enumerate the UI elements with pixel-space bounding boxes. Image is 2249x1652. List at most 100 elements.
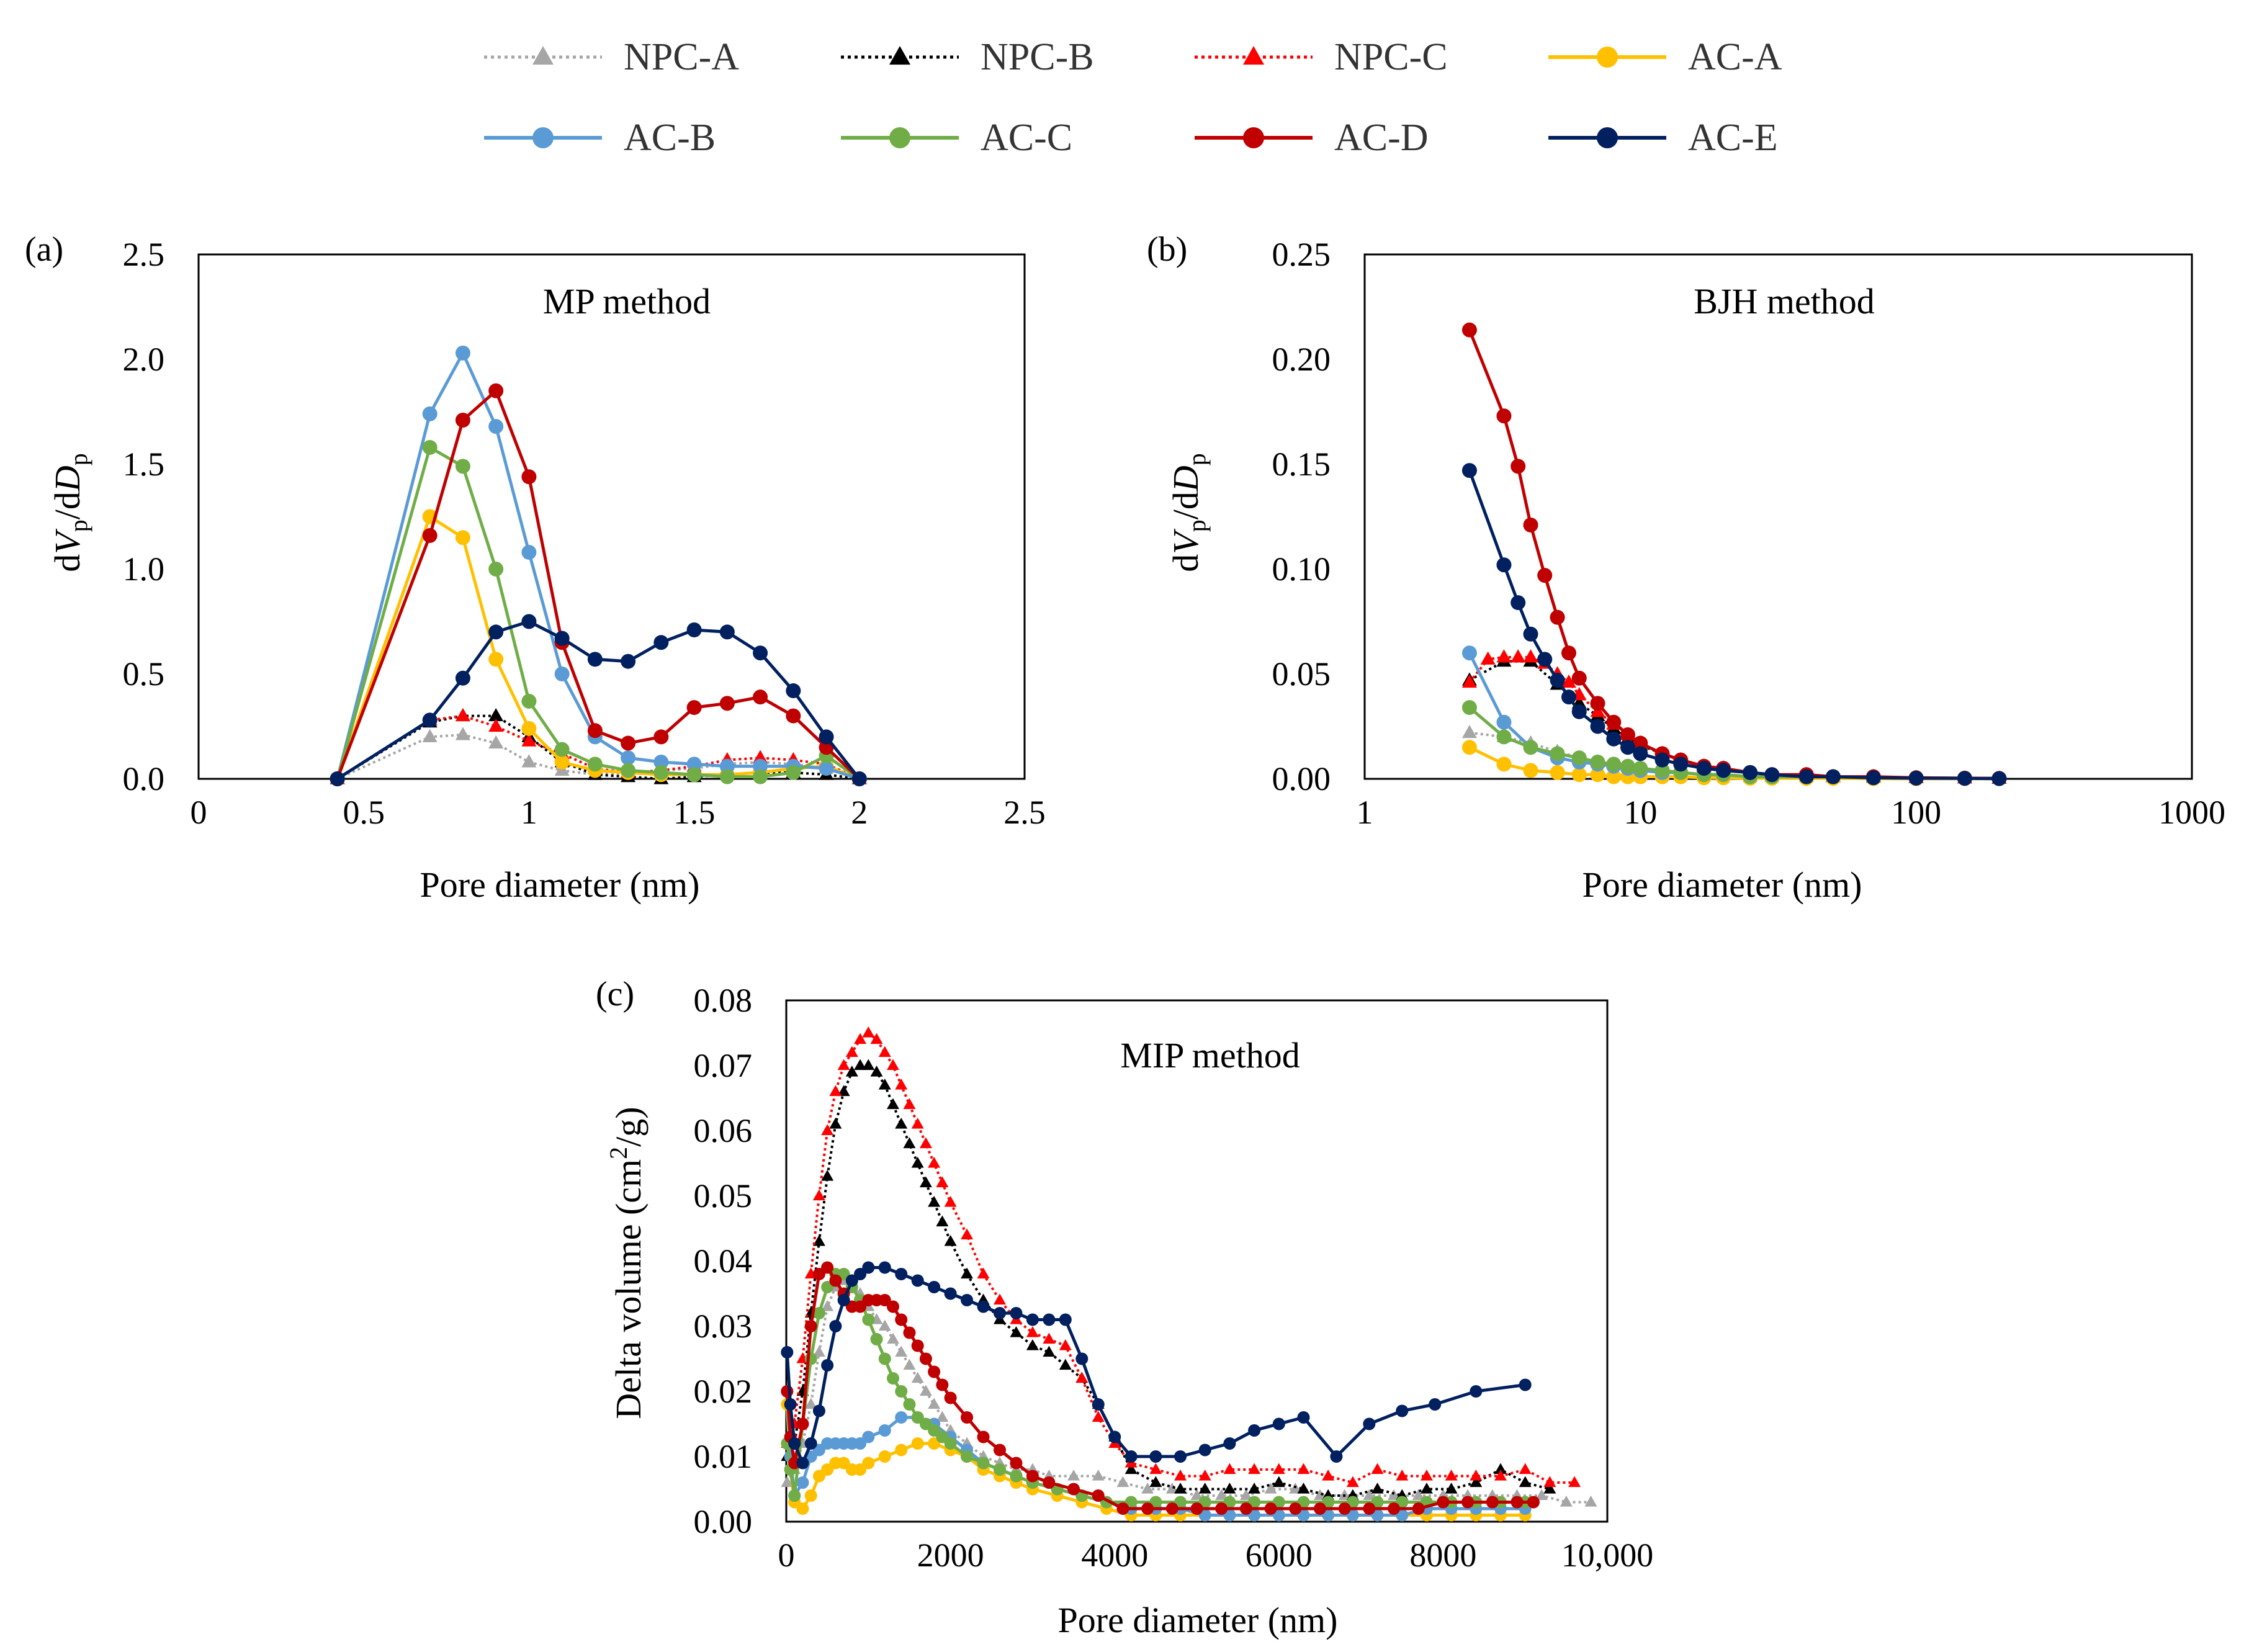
- data-point: [1716, 763, 1731, 778]
- data-point: [993, 1463, 1006, 1476]
- legend-label: AC-D: [1334, 117, 1429, 159]
- y-tick-label: 0.04: [694, 1242, 753, 1280]
- data-point: [1239, 1502, 1252, 1515]
- data-point: [554, 754, 570, 770]
- data-point: [1297, 1482, 1310, 1494]
- data-point: [1026, 1313, 1039, 1326]
- data-point: [886, 1372, 899, 1385]
- data-point: [862, 1026, 875, 1038]
- data-point: [1124, 1463, 1138, 1475]
- x-tick-label: 10: [1623, 794, 1657, 831]
- data-point: [1445, 1482, 1458, 1494]
- data-point: [1633, 761, 1648, 776]
- data-point: [1116, 1476, 1129, 1488]
- data-point: [854, 1059, 867, 1071]
- data-point: [488, 419, 504, 434]
- data-point: [719, 624, 735, 640]
- data-point: [1606, 769, 1622, 784]
- series-ac-e: [781, 1261, 1532, 1470]
- data-point: [1550, 609, 1565, 625]
- series-ac-d: [1461, 322, 2007, 786]
- y-tick-label: 0.0: [123, 760, 165, 797]
- data-point: [1496, 714, 1512, 730]
- series-npc-b: [781, 1059, 1556, 1501]
- y-tick-label: 0.06: [694, 1112, 753, 1149]
- data-point: [330, 771, 345, 786]
- data-point: [1654, 752, 1670, 768]
- data-point: [587, 652, 603, 667]
- legend-item-ac-d: AC-D: [1195, 117, 1429, 159]
- y-tick-label: 0.20: [1272, 341, 1331, 378]
- data-point: [1461, 674, 1477, 688]
- data-point: [977, 1457, 990, 1470]
- panel-b-xlabel: Pore diameter (nm): [1582, 864, 1862, 905]
- data-point: [1496, 729, 1512, 745]
- series-ac-e: [330, 614, 867, 786]
- panel-a-xlabel: Pore diameter (nm): [420, 864, 700, 905]
- x-tick-label: 1000: [2158, 794, 2225, 831]
- data-point: [1141, 1482, 1154, 1494]
- data-point: [488, 718, 504, 732]
- data-point: [1396, 1469, 1409, 1481]
- x-tick-label: 6000: [1246, 1537, 1313, 1574]
- x-tick-label: 1.5: [673, 794, 716, 831]
- data-point: [1075, 1352, 1089, 1365]
- data-point: [1223, 1437, 1236, 1450]
- panel-b-bjh-method: (b) BJH method Pore diameter (nm) dVp/dD…: [1147, 230, 2225, 905]
- data-point: [587, 756, 603, 772]
- data-point: [422, 406, 438, 421]
- data-point: [1571, 704, 1587, 719]
- data-point: [903, 1098, 916, 1110]
- data-point: [521, 721, 537, 736]
- data-point: [1190, 1489, 1203, 1501]
- legend-label: NPC-B: [981, 36, 1094, 78]
- data-point: [854, 1033, 867, 1044]
- data-point: [1519, 1463, 1532, 1475]
- series-npc-c: [781, 1026, 1581, 1488]
- data-point: [936, 1176, 949, 1188]
- data-point: [1429, 1398, 1442, 1411]
- plot-area: [1363, 253, 2193, 780]
- y-tick-label: 0.00: [1272, 760, 1331, 797]
- data-point: [977, 1300, 990, 1313]
- legend-label: AC-C: [981, 117, 1072, 159]
- data-point: [919, 1176, 932, 1188]
- series-line: [785, 1266, 1526, 1465]
- data-point: [1289, 1502, 1302, 1515]
- x-tick-label: 0: [778, 1537, 795, 1574]
- data-point: [753, 645, 768, 661]
- plot-area: [197, 253, 1026, 780]
- legend-label: NPC-A: [624, 36, 739, 78]
- data-point: [829, 1274, 842, 1287]
- panel-c-xlabel: Pore diameter (nm): [1058, 1600, 1338, 1640]
- data-point: [977, 1430, 990, 1443]
- data-point: [1297, 1411, 1310, 1424]
- data-point: [1388, 1502, 1401, 1515]
- data-point: [1523, 740, 1538, 755]
- panel-c-title: MIP method: [1120, 1035, 1300, 1075]
- data-point: [993, 1443, 1006, 1457]
- y-tick-label: 0.10: [1272, 550, 1331, 588]
- y-tick-label: 0.00: [694, 1503, 753, 1540]
- data-point: [521, 693, 537, 709]
- data-point: [1116, 1502, 1129, 1515]
- axis-ticks: 0 2000 4000 6000 8000 10,000 0.00 0.01 0.02 0.03 0…: [694, 982, 1654, 1574]
- data-point: [1606, 731, 1622, 747]
- legend-marker: [1597, 47, 1618, 68]
- data-point: [1494, 1463, 1507, 1475]
- data-point: [804, 1437, 817, 1450]
- data-point: [878, 1450, 891, 1463]
- data-point: [786, 708, 801, 724]
- panel-b-title: BJH method: [1694, 281, 1875, 321]
- series-line: [1468, 660, 2000, 780]
- data-point: [1092, 1411, 1105, 1422]
- data-point: [919, 1137, 932, 1149]
- data-point: [653, 754, 669, 770]
- data-point: [1470, 1469, 1483, 1481]
- data-point: [1511, 649, 1526, 663]
- data-point: [804, 1398, 817, 1409]
- legend-marker: [889, 46, 910, 65]
- data-point: [1313, 1489, 1326, 1501]
- legend-label: AC-E: [1688, 117, 1778, 159]
- data-point: [1124, 1450, 1138, 1463]
